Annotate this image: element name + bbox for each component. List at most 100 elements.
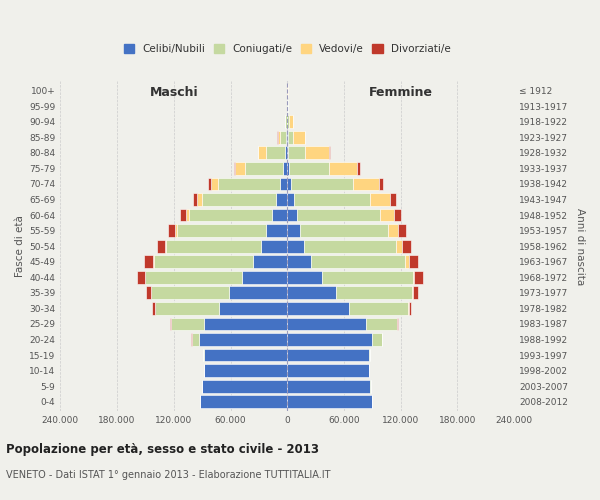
Bar (200, 396, 287, 408)
Bar (287, 208, 297, 222)
Bar (311, 256, 406, 268)
Bar (287, 286, 337, 299)
Bar (166, 240, 261, 252)
Bar (329, 146, 330, 159)
Bar (266, 146, 285, 159)
Bar (409, 302, 411, 315)
Text: VENETO - Dati ISTAT 1° gennaio 2013 - Elaborazione TUTTITALIA.IT: VENETO - Dati ISTAT 1° gennaio 2013 - El… (6, 470, 331, 480)
Bar (283, 162, 287, 174)
Bar (297, 208, 380, 222)
Bar (234, 162, 235, 174)
Bar (353, 178, 379, 190)
Bar (287, 271, 322, 283)
Bar (329, 162, 357, 174)
Bar (219, 302, 287, 315)
Bar (287, 256, 311, 268)
Bar (379, 178, 383, 190)
Bar (373, 333, 382, 346)
Bar (176, 224, 266, 237)
Bar (287, 333, 373, 346)
Bar (280, 178, 287, 190)
Bar (286, 116, 287, 128)
Bar (145, 256, 153, 268)
Bar (291, 178, 353, 190)
Bar (171, 318, 204, 330)
Bar (175, 224, 176, 237)
Bar (391, 193, 396, 206)
Bar (284, 116, 286, 128)
Bar (145, 271, 242, 283)
Bar (276, 193, 287, 206)
Bar (287, 364, 368, 377)
Bar (380, 208, 394, 222)
Bar (293, 131, 305, 143)
Bar (394, 208, 401, 222)
Bar (415, 271, 423, 283)
Bar (396, 240, 401, 252)
Bar (287, 348, 368, 362)
Bar (202, 193, 276, 206)
Bar (259, 146, 266, 159)
Bar (294, 193, 370, 206)
Bar (197, 193, 202, 206)
Text: Maschi: Maschi (149, 86, 198, 99)
Bar (288, 146, 305, 159)
Bar (357, 162, 359, 174)
Bar (368, 348, 370, 362)
Y-axis label: Fasce di età: Fasce di età (15, 215, 25, 277)
Bar (287, 318, 366, 330)
Bar (202, 380, 287, 392)
Bar (189, 208, 272, 222)
Bar (266, 224, 287, 237)
Bar (286, 131, 287, 143)
Bar (157, 240, 165, 252)
Bar (257, 146, 259, 159)
Bar (322, 271, 413, 283)
Bar (305, 146, 329, 159)
Bar (285, 146, 287, 159)
Bar (154, 256, 253, 268)
Bar (287, 146, 288, 159)
Bar (287, 162, 289, 174)
Bar (211, 178, 218, 190)
Y-axis label: Anni di nascita: Anni di nascita (575, 208, 585, 285)
Bar (193, 193, 197, 206)
Bar (168, 224, 175, 237)
Bar (397, 318, 398, 330)
Bar (151, 286, 229, 299)
Bar (413, 286, 418, 299)
Bar (289, 162, 329, 174)
Bar (337, 286, 412, 299)
Bar (301, 224, 388, 237)
Bar (155, 302, 219, 315)
Bar (146, 286, 151, 299)
Bar (406, 256, 409, 268)
Bar (204, 348, 287, 362)
Bar (218, 178, 280, 190)
Bar (398, 224, 406, 237)
Bar (288, 131, 293, 143)
Bar (413, 271, 415, 283)
Bar (186, 208, 189, 222)
Bar (287, 224, 301, 237)
Text: Femmine: Femmine (369, 86, 433, 99)
Bar (261, 240, 287, 252)
Bar (289, 116, 293, 128)
Bar (287, 380, 370, 392)
Bar (235, 162, 245, 174)
Text: Popolazione per età, sesso e stato civile - 2013: Popolazione per età, sesso e stato civil… (6, 442, 319, 456)
Bar (199, 333, 287, 346)
Bar (229, 286, 287, 299)
Bar (287, 396, 373, 408)
Bar (272, 208, 287, 222)
Bar (192, 333, 199, 346)
Bar (208, 178, 211, 190)
Bar (245, 162, 283, 174)
Bar (409, 256, 418, 268)
Bar (287, 193, 294, 206)
Bar (170, 318, 171, 330)
Bar (253, 256, 287, 268)
Bar (278, 131, 280, 143)
Bar (165, 240, 166, 252)
Legend: Celibi/Nubili, Coniugati/e, Vedovi/e, Divorziati/e: Celibi/Nubili, Coniugati/e, Vedovi/e, Di… (119, 40, 455, 58)
